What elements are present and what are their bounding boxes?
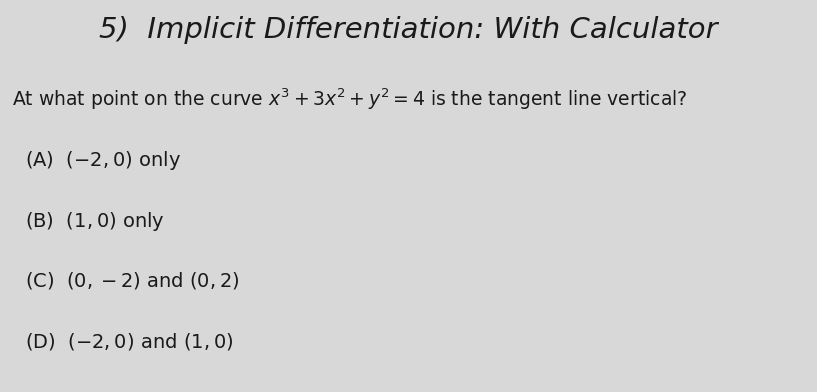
Text: (B)  $(1,0)$ only: (B) $(1,0)$ only — [25, 210, 164, 233]
Text: (A)  $(-2,0)$ only: (A) $(-2,0)$ only — [25, 149, 181, 172]
Text: At what point on the curve $x^3+3x^2+y^2=4$ is the tangent line vertical?: At what point on the curve $x^3+3x^2+y^2… — [12, 86, 688, 112]
Text: (D)  $(-2,0)$ and $(1,0)$: (D) $(-2,0)$ and $(1,0)$ — [25, 331, 233, 352]
Text: (C)  $(0,-2)$ and $(0,2)$: (C) $(0,-2)$ and $(0,2)$ — [25, 270, 239, 292]
Text: 5)  Implicit Differentiation: With Calculator: 5) Implicit Differentiation: With Calcul… — [99, 16, 718, 44]
